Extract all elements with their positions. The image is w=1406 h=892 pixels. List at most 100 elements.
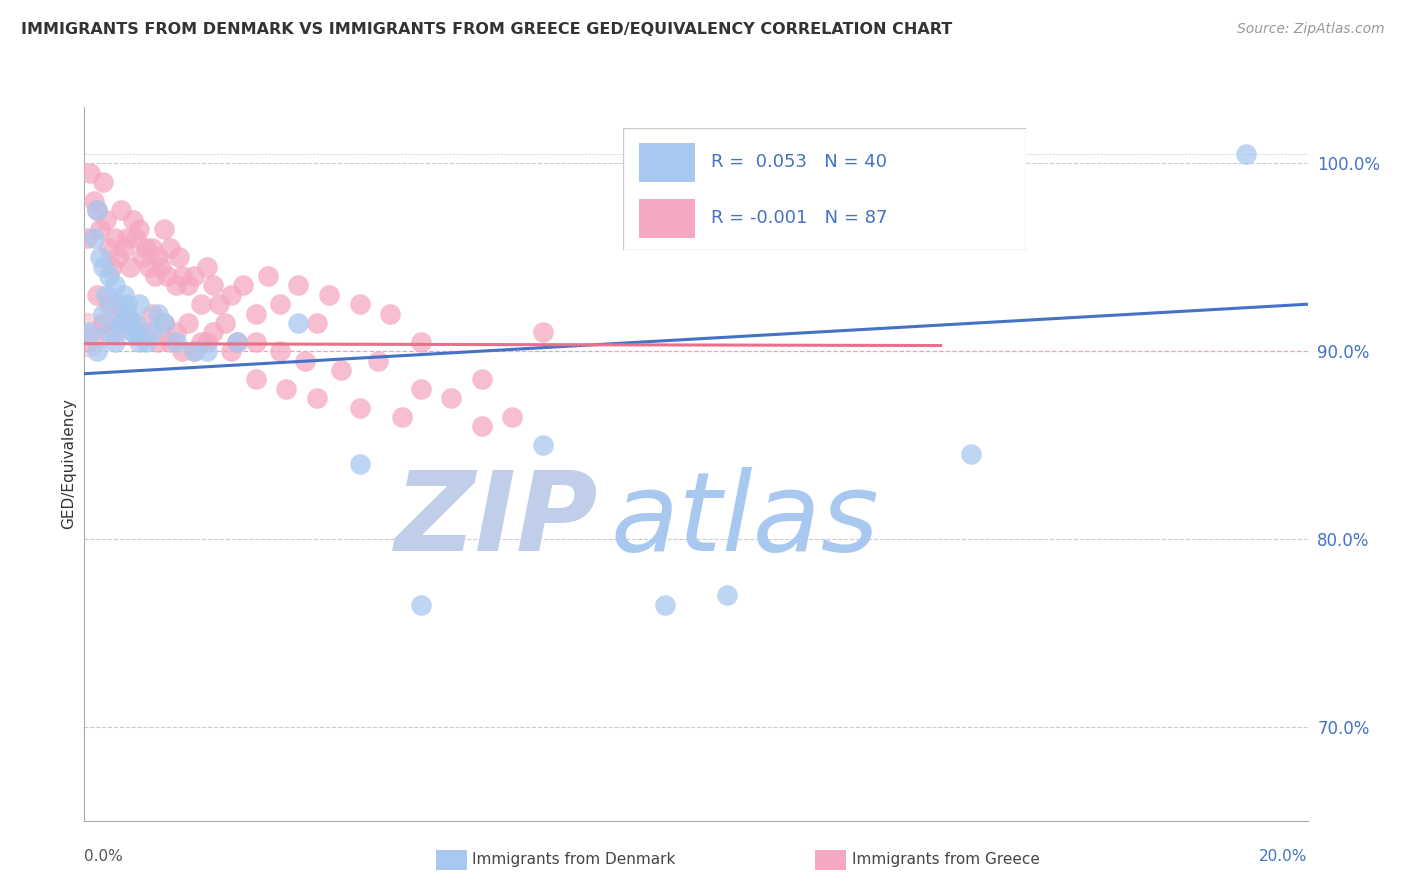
Point <box>276 382 298 396</box>
Point <box>122 212 145 227</box>
Point <box>94 288 117 302</box>
Point <box>115 297 138 311</box>
Point <box>349 297 371 311</box>
Point <box>195 260 218 274</box>
Point <box>391 409 413 424</box>
Text: R = -0.001   N = 87: R = -0.001 N = 87 <box>711 210 887 227</box>
Text: Source: ZipAtlas.com: Source: ZipAtlas.com <box>1237 22 1385 37</box>
Point <box>110 316 132 330</box>
Point <box>125 316 148 330</box>
Point <box>153 316 176 330</box>
Point <box>97 241 120 255</box>
Point <box>97 326 120 340</box>
Point <box>960 447 983 461</box>
Text: Immigrants from Greece: Immigrants from Greece <box>852 853 1040 867</box>
Point <box>112 241 135 255</box>
Point <box>232 278 254 293</box>
Point <box>201 326 224 340</box>
Text: 20.0%: 20.0% <box>1260 849 1308 864</box>
Point <box>135 326 157 340</box>
Point <box>122 316 145 330</box>
Point <box>125 231 148 245</box>
Point <box>165 326 187 340</box>
Point <box>409 598 432 612</box>
Point <box>107 297 129 311</box>
Point <box>294 353 316 368</box>
Point <box>76 231 98 245</box>
Point <box>183 344 205 359</box>
Point <box>146 334 169 349</box>
Point <box>89 250 111 264</box>
Point <box>112 288 135 302</box>
Point <box>305 316 328 330</box>
Point <box>471 372 494 386</box>
Point <box>110 316 132 330</box>
Point <box>471 419 494 434</box>
Point <box>89 222 111 236</box>
Point <box>141 326 163 340</box>
Point <box>79 326 101 340</box>
Point <box>104 278 127 293</box>
Point <box>86 203 108 218</box>
Point <box>654 598 676 612</box>
Point <box>177 278 200 293</box>
Point <box>269 297 291 311</box>
Point <box>110 203 132 218</box>
Text: IMMIGRANTS FROM DENMARK VS IMMIGRANTS FROM GREECE GED/EQUIVALENCY CORRELATION CH: IMMIGRANTS FROM DENMARK VS IMMIGRANTS FR… <box>21 22 952 37</box>
Point <box>86 288 108 302</box>
Point <box>86 203 108 218</box>
Point <box>122 326 145 340</box>
Point <box>305 391 328 405</box>
Point <box>409 334 432 349</box>
Point <box>86 344 108 359</box>
Point <box>104 326 127 340</box>
Point <box>146 250 169 264</box>
Point <box>94 212 117 227</box>
Point <box>128 334 150 349</box>
Point <box>149 260 172 274</box>
Point <box>146 307 169 321</box>
Point <box>110 307 132 321</box>
Text: R =  0.053   N = 40: R = 0.053 N = 40 <box>711 153 887 171</box>
Point <box>153 316 176 330</box>
Point <box>226 334 249 349</box>
Point <box>91 316 114 330</box>
Point <box>177 316 200 330</box>
Point <box>367 353 389 368</box>
Point <box>83 231 105 245</box>
Point <box>165 334 187 349</box>
Point <box>195 344 218 359</box>
FancyBboxPatch shape <box>623 128 1026 250</box>
Point <box>122 326 145 340</box>
Point <box>167 250 190 264</box>
Point <box>128 297 150 311</box>
Point <box>183 344 205 359</box>
Point <box>409 382 432 396</box>
Point <box>245 334 267 349</box>
Point <box>101 260 124 274</box>
Point <box>349 457 371 471</box>
Point <box>201 278 224 293</box>
Point <box>716 588 738 602</box>
Point <box>214 316 236 330</box>
Point <box>219 288 242 302</box>
Point <box>330 363 353 377</box>
Point <box>97 268 120 283</box>
Point <box>91 307 114 321</box>
Point <box>135 241 157 255</box>
Point <box>141 241 163 255</box>
Point <box>128 326 150 340</box>
Point <box>79 166 101 180</box>
Point <box>531 438 554 452</box>
Text: Immigrants from Denmark: Immigrants from Denmark <box>472 853 676 867</box>
Point <box>107 250 129 264</box>
Y-axis label: GED/Equivalency: GED/Equivalency <box>60 399 76 529</box>
Point <box>143 268 166 283</box>
Point <box>97 297 120 311</box>
Point <box>104 334 127 349</box>
Point <box>138 260 160 274</box>
Point <box>245 307 267 321</box>
Point <box>287 316 309 330</box>
Point <box>349 401 371 415</box>
Point <box>156 268 179 283</box>
